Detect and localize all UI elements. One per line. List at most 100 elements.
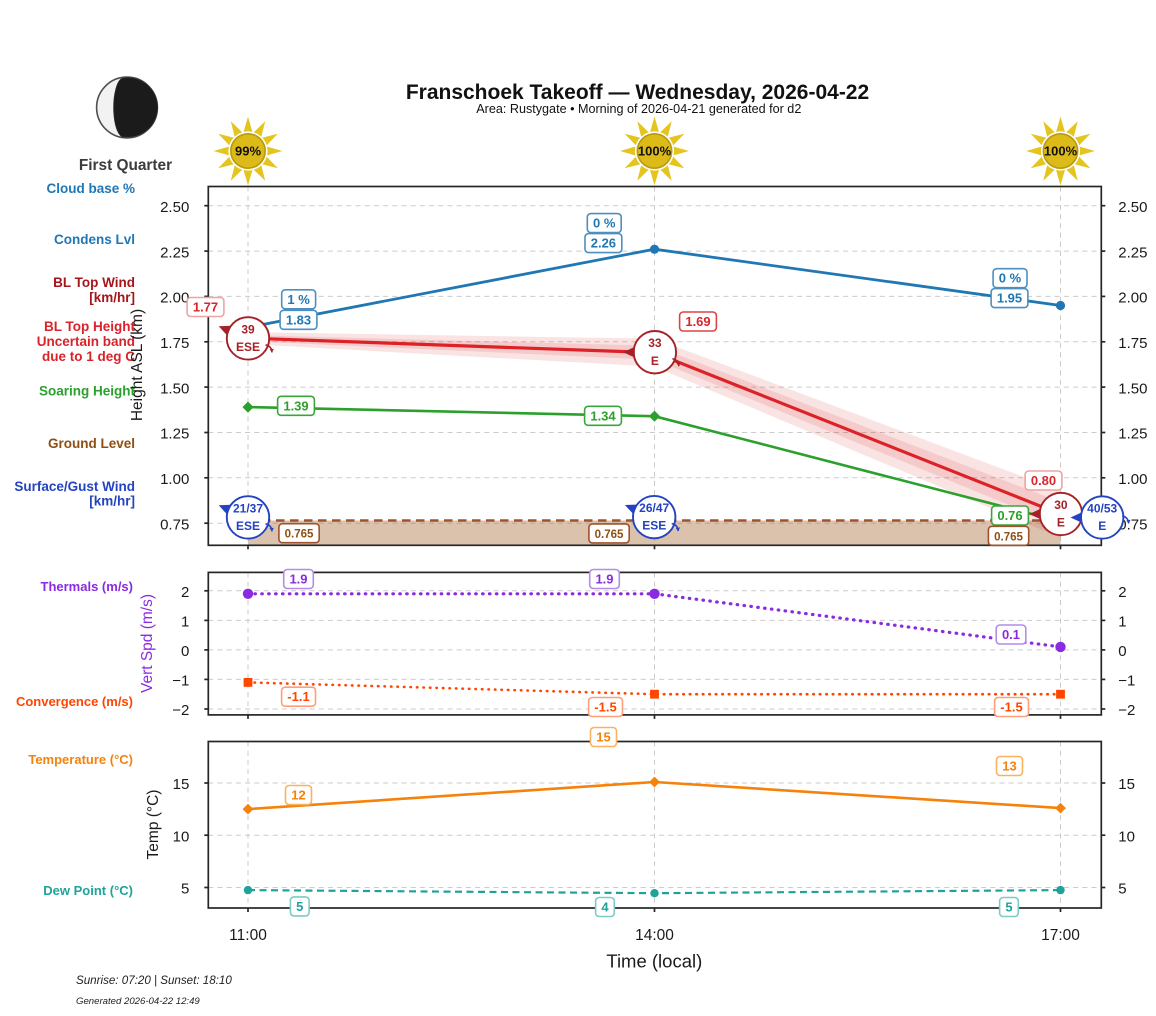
svg-text:4: 4 [601, 900, 609, 915]
svg-text:2.50: 2.50 [160, 199, 189, 216]
svg-text:1.00: 1.00 [1118, 471, 1147, 488]
svg-text:15: 15 [1118, 776, 1135, 793]
svg-text:Dew Point (°C): Dew Point (°C) [43, 883, 133, 898]
svg-text:−1: −1 [172, 673, 189, 690]
svg-text:1.39: 1.39 [283, 398, 308, 413]
svg-text:Area: Rustygate • Morning of 2: Area: Rustygate • Morning of 2026-04-21 … [476, 102, 801, 116]
svg-text:0.765: 0.765 [994, 531, 1023, 543]
svg-text:Uncertain band: Uncertain band [37, 334, 135, 349]
svg-text:1.69: 1.69 [685, 314, 710, 329]
svg-text:2.26: 2.26 [591, 236, 616, 251]
svg-text:2: 2 [181, 584, 189, 601]
svg-text:1 %: 1 % [287, 292, 310, 307]
svg-text:0.765: 0.765 [285, 529, 314, 541]
svg-text:Surface/Gust Wind: Surface/Gust Wind [14, 479, 135, 494]
svg-text:−2: −2 [1118, 702, 1135, 719]
svg-text:1: 1 [1118, 614, 1126, 631]
svg-text:10: 10 [173, 829, 190, 846]
svg-text:0.75: 0.75 [160, 516, 189, 533]
svg-text:5: 5 [1005, 900, 1012, 915]
svg-text:Generated 2026-04-22 12:49: Generated 2026-04-22 12:49 [76, 996, 200, 1007]
svg-text:Temp (°C): Temp (°C) [145, 790, 162, 860]
svg-text:ESE: ESE [236, 340, 260, 354]
svg-text:11:00: 11:00 [229, 927, 267, 944]
svg-text:1.25: 1.25 [160, 426, 189, 443]
svg-text:1.50: 1.50 [160, 380, 189, 397]
svg-text:Temperature (°C): Temperature (°C) [28, 752, 133, 767]
svg-text:Vert Spd (m/s): Vert Spd (m/s) [139, 594, 156, 693]
svg-text:Height ASL (km): Height ASL (km) [129, 309, 146, 421]
svg-text:100%: 100% [638, 144, 672, 159]
svg-text:99%: 99% [235, 144, 261, 159]
svg-text:2.25: 2.25 [1118, 244, 1147, 261]
svg-text:ESE: ESE [236, 519, 260, 533]
svg-text:0.80: 0.80 [1031, 473, 1056, 488]
svg-text:1.95: 1.95 [997, 291, 1022, 306]
svg-text:0.75: 0.75 [1118, 516, 1147, 533]
svg-text:100%: 100% [1044, 144, 1078, 159]
svg-text:0.1: 0.1 [1002, 627, 1020, 642]
svg-text:Franschoek Takeoff — Wednesday: Franschoek Takeoff — Wednesday, 2026-04-… [406, 81, 869, 104]
svg-text:ESE: ESE [642, 519, 666, 533]
svg-text:1.77: 1.77 [193, 300, 218, 315]
svg-text:0: 0 [1118, 643, 1126, 660]
svg-text:2.00: 2.00 [160, 290, 189, 307]
svg-text:-1.5: -1.5 [1000, 700, 1022, 715]
svg-text:−2: −2 [172, 702, 189, 719]
svg-text:-1.1: -1.1 [287, 689, 309, 704]
svg-text:due to 1 deg C: due to 1 deg C [42, 349, 135, 364]
svg-text:14:00: 14:00 [635, 927, 674, 944]
svg-text:5: 5 [296, 899, 303, 914]
svg-text:15: 15 [596, 730, 610, 745]
svg-text:Thermals (m/s): Thermals (m/s) [41, 579, 133, 594]
svg-text:Convergence (m/s): Convergence (m/s) [16, 694, 133, 709]
svg-text:17:00: 17:00 [1041, 927, 1080, 944]
svg-text:BL Top Wind: BL Top Wind [53, 275, 135, 290]
svg-text:0 %: 0 % [999, 271, 1022, 286]
svg-text:21/37: 21/37 [233, 501, 263, 515]
svg-text:2.00: 2.00 [1118, 290, 1147, 307]
svg-text:15: 15 [173, 776, 190, 793]
svg-text:12: 12 [291, 788, 305, 803]
svg-text:Ground Level: Ground Level [48, 436, 135, 451]
svg-text:2: 2 [1118, 584, 1126, 601]
svg-text:E: E [1057, 516, 1065, 530]
svg-text:0.76: 0.76 [997, 508, 1022, 523]
svg-text:0.765: 0.765 [595, 529, 624, 541]
svg-text:5: 5 [1118, 881, 1126, 898]
svg-text:13: 13 [1002, 759, 1016, 774]
svg-text:Soaring Height: Soaring Height [39, 383, 136, 398]
svg-text:E: E [1098, 519, 1106, 533]
svg-text:1.83: 1.83 [286, 312, 311, 327]
svg-text:2.25: 2.25 [160, 244, 189, 261]
svg-text:Sunrise: 07:20 | Sunset: 18:10: Sunrise: 07:20 | Sunset: 18:10 [76, 974, 232, 987]
svg-text:[km/hr]: [km/hr] [89, 290, 135, 305]
svg-text:Time (local): Time (local) [606, 951, 702, 972]
svg-text:Cloud base %: Cloud base % [46, 181, 135, 196]
svg-text:1: 1 [181, 614, 189, 631]
svg-text:5: 5 [181, 881, 189, 898]
svg-text:33: 33 [648, 336, 662, 350]
svg-text:Condens Lvl: Condens Lvl [54, 232, 135, 247]
svg-text:1.75: 1.75 [1118, 335, 1147, 352]
svg-text:39: 39 [241, 322, 255, 336]
svg-text:E: E [651, 354, 659, 368]
svg-text:1.25: 1.25 [1118, 426, 1147, 443]
svg-text:40/53: 40/53 [1087, 502, 1117, 516]
svg-text:0: 0 [181, 643, 189, 660]
svg-text:2.50: 2.50 [1118, 199, 1147, 216]
svg-text:10: 10 [1118, 829, 1135, 846]
svg-text:30: 30 [1054, 498, 1068, 512]
svg-text:1.50: 1.50 [1118, 380, 1147, 397]
svg-text:First Quarter: First Quarter [79, 157, 172, 174]
svg-text:0 %: 0 % [593, 216, 616, 231]
svg-text:−1: −1 [1118, 673, 1135, 690]
svg-text:-1.5: -1.5 [594, 700, 616, 715]
svg-text:1.9: 1.9 [595, 572, 613, 587]
svg-text:26/47: 26/47 [639, 501, 669, 515]
svg-text:1.34: 1.34 [590, 408, 616, 423]
svg-text:BL Top Height: BL Top Height [44, 319, 135, 334]
svg-text:1.75: 1.75 [160, 335, 189, 352]
svg-text:[km/hr]: [km/hr] [89, 493, 135, 508]
svg-text:1.00: 1.00 [160, 471, 189, 488]
